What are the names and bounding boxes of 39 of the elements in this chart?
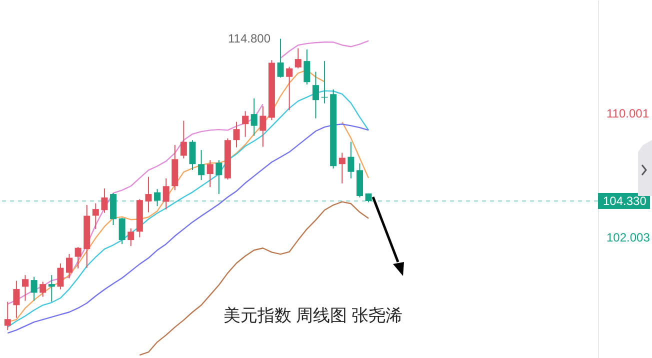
annotation: 114.800: [228, 32, 271, 46]
candlestick: [118, 217, 126, 245]
candlestick: [40, 281, 46, 298]
candlestick: [57, 262, 64, 290]
candlestick: [348, 141, 354, 179]
candlestick: [216, 160, 222, 195]
candlestick: [206, 160, 214, 188]
candlestick: [13, 280, 20, 318]
line-series: [7, 124, 370, 334]
candlestick: [233, 121, 240, 148]
candlestick: [145, 176, 152, 213]
candlestick: [180, 120, 187, 159]
candlestick: [74, 246, 82, 269]
candlestick: [4, 301, 11, 331]
candlestick: [242, 110, 249, 138]
candlestick: [101, 188, 108, 214]
candlestick: [277, 38, 284, 78]
candlestick: [128, 228, 134, 247]
line-series: [139, 201, 370, 356]
text: 美元指数 周线图 张尧浠: [223, 306, 403, 325]
candlestick: [154, 188, 161, 207]
candlestick: [189, 140, 196, 171]
candlestick: [198, 150, 205, 181]
candlestick: [66, 254, 73, 279]
candlestick: [294, 48, 302, 69]
candlestick: [286, 66, 293, 111]
candlestick: [162, 178, 170, 210]
candlestick: [92, 202, 99, 230]
candlestick: [260, 106, 266, 148]
candlestick: [48, 274, 55, 302]
candlestick: [304, 48, 310, 85]
candlestick: [250, 98, 258, 136]
candlestick: [338, 152, 346, 184]
candlestick: [30, 276, 38, 302]
candlestick: [312, 71, 319, 119]
y-tick-label: 110.001: [606, 106, 650, 121]
y-tick-label: 102.003: [606, 230, 650, 245]
ref-line-label: 104.330: [603, 194, 647, 208]
candlestick: [22, 274, 28, 302]
